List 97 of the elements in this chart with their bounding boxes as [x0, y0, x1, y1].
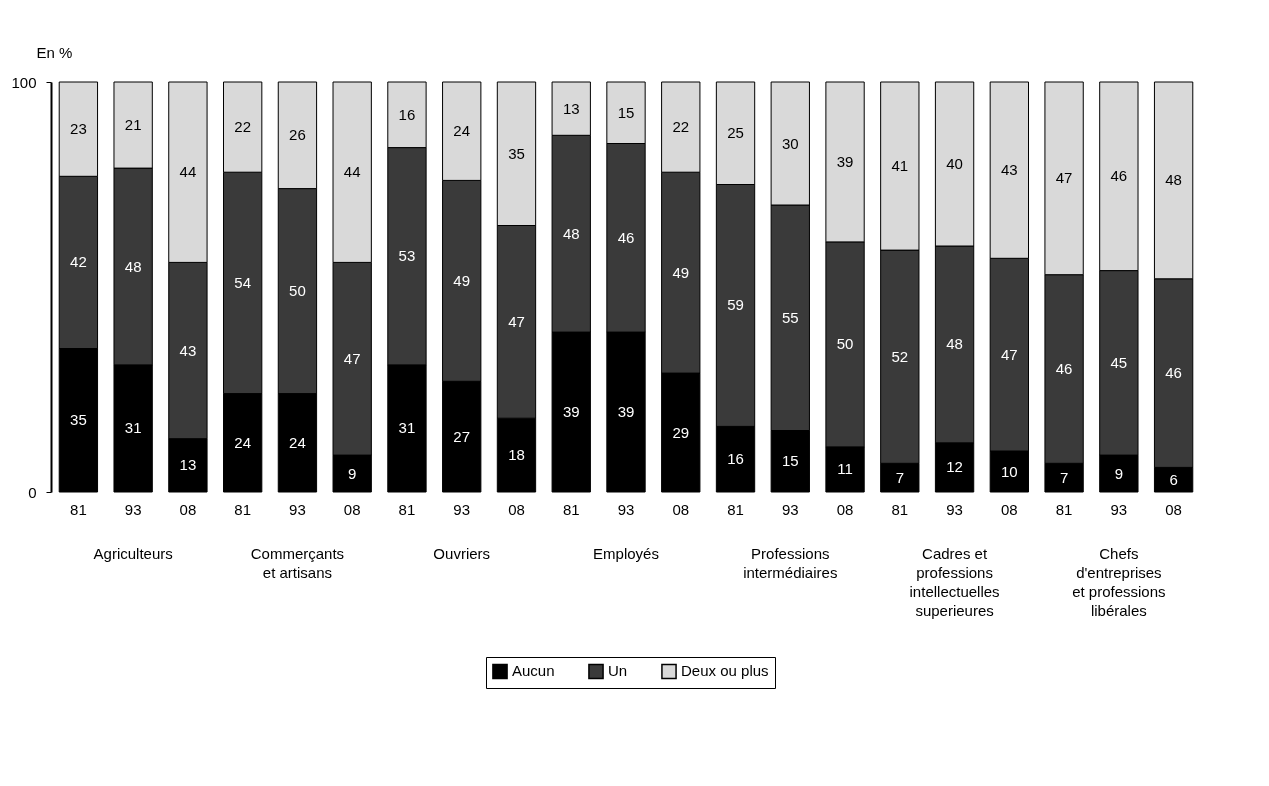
- data-label: 6: [1169, 470, 1178, 488]
- data-label: 29: [672, 423, 690, 441]
- text: Cadres et professions intellectuelles superieures: [909, 545, 1000, 619]
- y-tick-label: 100: [11, 73, 37, 91]
- text: Agriculteurs: [93, 545, 173, 562]
- data-label: 18: [508, 446, 525, 464]
- x-tick-label: 81: [562, 500, 580, 518]
- data-label: 15: [781, 452, 799, 470]
- data-label: 31: [124, 419, 142, 437]
- legend-label: Aucun: [512, 662, 555, 680]
- data-label: 24: [453, 122, 471, 140]
- data-label: 55: [781, 308, 799, 326]
- data-label: 10: [1000, 462, 1018, 480]
- data-label: 44: [343, 163, 361, 181]
- data-label: 39: [617, 403, 635, 421]
- x-tick-label: 08: [343, 500, 361, 518]
- data-label: 9: [348, 464, 357, 482]
- data-label: 22: [672, 118, 690, 136]
- data-label: 13: [179, 456, 197, 474]
- data-label: 46: [1055, 360, 1073, 377]
- data-label: 46: [1165, 364, 1182, 382]
- data-label: 48: [562, 224, 580, 242]
- data-label: 27: [453, 427, 471, 445]
- data-label: 24: [289, 433, 306, 451]
- data-label: 26: [289, 126, 306, 144]
- x-tick-label: 08: [179, 500, 197, 518]
- data-label: 24: [234, 433, 252, 451]
- data-label: 43: [1000, 161, 1018, 179]
- data-label: 40: [946, 155, 963, 172]
- data-label: 54: [234, 273, 252, 291]
- data-label: 41: [891, 157, 909, 175]
- x-tick-label: 08: [508, 500, 525, 518]
- x-tick-label: 08: [1000, 500, 1018, 518]
- x-tick-label: 81: [398, 500, 416, 518]
- data-label: 53: [398, 247, 416, 265]
- data-label: 22: [234, 118, 252, 136]
- data-label: 43: [179, 341, 197, 359]
- data-label: 13: [562, 99, 580, 117]
- data-label: 48: [946, 335, 963, 353]
- data-label: 7: [1059, 468, 1069, 486]
- data-label: 39: [836, 152, 854, 170]
- legend-label: Un: [608, 662, 628, 680]
- x-tick-label: 08: [836, 500, 854, 518]
- data-label: 16: [398, 105, 416, 123]
- x-tick-label: 08: [672, 500, 690, 518]
- text: Ouvriers: [433, 545, 491, 562]
- data-label: 52: [891, 347, 909, 365]
- x-tick-label: 93: [289, 500, 306, 518]
- x-tick-label: 81: [891, 500, 909, 518]
- x-tick-label: 93: [453, 500, 471, 518]
- data-label: 42: [70, 253, 87, 271]
- data-label: 48: [124, 257, 142, 275]
- data-label: 23: [70, 120, 87, 138]
- data-label: 50: [836, 335, 854, 353]
- data-label: 35: [508, 144, 525, 162]
- x-tick-label: 81: [727, 500, 744, 518]
- data-label: 46: [1110, 167, 1128, 185]
- data-label: 49: [672, 263, 690, 281]
- data-label: 39: [562, 403, 580, 421]
- data-label: 48: [1165, 171, 1182, 189]
- data-label: 12: [946, 458, 963, 476]
- data-label: 15: [617, 103, 635, 121]
- x-tick-label: 93: [946, 500, 963, 518]
- x-tick-label: 93: [124, 500, 142, 518]
- data-label: 31: [398, 419, 416, 437]
- data-label: 16: [727, 450, 744, 468]
- x-tick-label: 93: [617, 500, 635, 518]
- x-tick-label: 08: [1165, 500, 1182, 518]
- data-label: 49: [453, 271, 471, 289]
- data-label: 47: [1000, 345, 1018, 363]
- data-label: 59: [727, 296, 744, 314]
- data-label: 47: [508, 312, 525, 330]
- data-label: 11: [837, 460, 853, 478]
- data-label: 47: [1055, 169, 1073, 187]
- y-tick-label: 0: [28, 483, 37, 501]
- data-label: 35: [70, 411, 87, 429]
- legend-label: Deux ou plus: [681, 662, 769, 680]
- data-label: 25: [727, 124, 744, 142]
- x-tick-label: 81: [234, 500, 252, 518]
- text: Professions intermédiaires: [743, 545, 838, 581]
- data-label: 30: [781, 134, 799, 152]
- data-label: 7: [895, 468, 904, 486]
- text: Commerçants et artisans: [250, 545, 345, 581]
- y-axis-title: En %: [36, 43, 73, 61]
- data-label: 9: [1114, 464, 1124, 482]
- data-label: 50: [289, 282, 306, 300]
- data-label: 44: [179, 163, 197, 181]
- x-tick-label: 81: [1055, 500, 1073, 518]
- x-tick-label: 81: [70, 500, 87, 518]
- text: Employés: [593, 545, 659, 562]
- text: Chefs d'entreprises et professions libérales: [1072, 545, 1166, 619]
- data-label: 21: [124, 116, 142, 134]
- data-label: 47: [343, 349, 361, 367]
- data-label: 45: [1110, 353, 1128, 371]
- x-tick-label: 93: [781, 500, 799, 518]
- x-tick-label: 93: [1110, 500, 1128, 518]
- data-label: 46: [617, 228, 635, 246]
